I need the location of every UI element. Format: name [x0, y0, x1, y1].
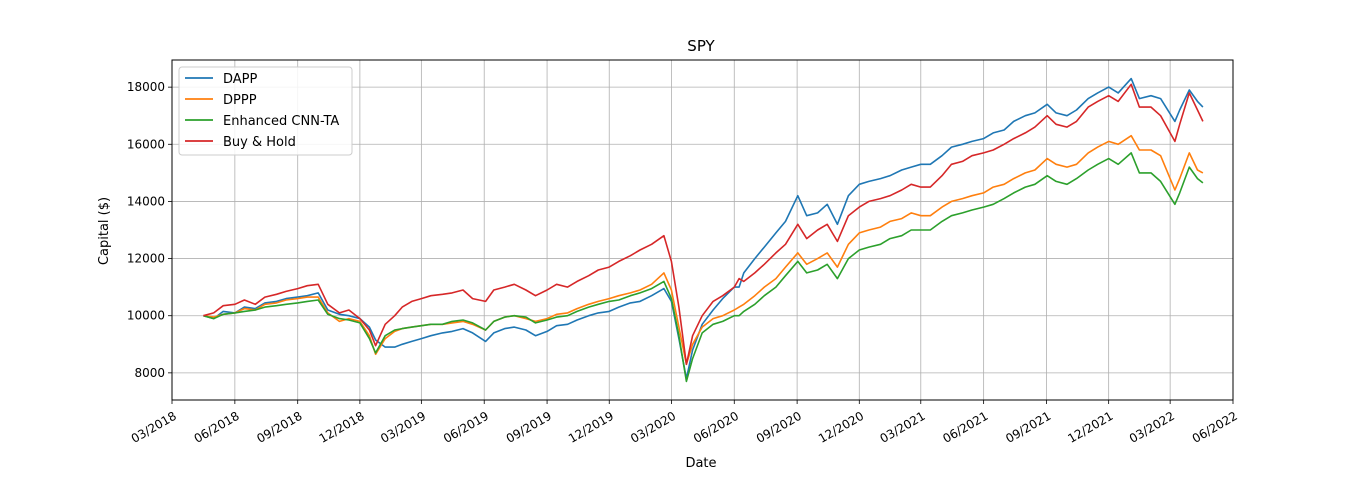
x-axis-label: Date: [685, 456, 716, 471]
legend: DAPP DPPP Enhanced CNN-TA Buy & Hold: [178, 66, 353, 156]
y-tick-label: 12000: [127, 252, 165, 266]
y-tick-label: 14000: [127, 194, 165, 208]
y-tick-label: 8000: [134, 366, 165, 380]
series-line-dapp: [203, 77, 1204, 380]
legend-label-dapp: DAPP: [223, 72, 258, 87]
legend-label-buy-hold: Buy & Hold: [223, 135, 296, 150]
y-tick-label: 18000: [127, 80, 165, 94]
legend-box: [178, 66, 353, 156]
chart-title: SPY: [687, 37, 715, 55]
y-axis-label: Capital ($): [97, 197, 112, 265]
legend-label-enhanced-cnn-ta: Enhanced CNN-TA: [223, 114, 339, 129]
y-tick-label: 10000: [127, 309, 165, 323]
series-lines: [203, 77, 1204, 383]
y-tick-label: 16000: [127, 137, 165, 151]
series-line-enhanced-cnn-ta: [203, 152, 1204, 383]
y-axis-ticks: 8000 10000 12000 14000 16000 18000: [127, 80, 172, 380]
plot-frame: [171, 59, 1234, 401]
series-line-buy-hold: [203, 83, 1204, 366]
legend-label-dppp: DPPP: [223, 93, 257, 108]
